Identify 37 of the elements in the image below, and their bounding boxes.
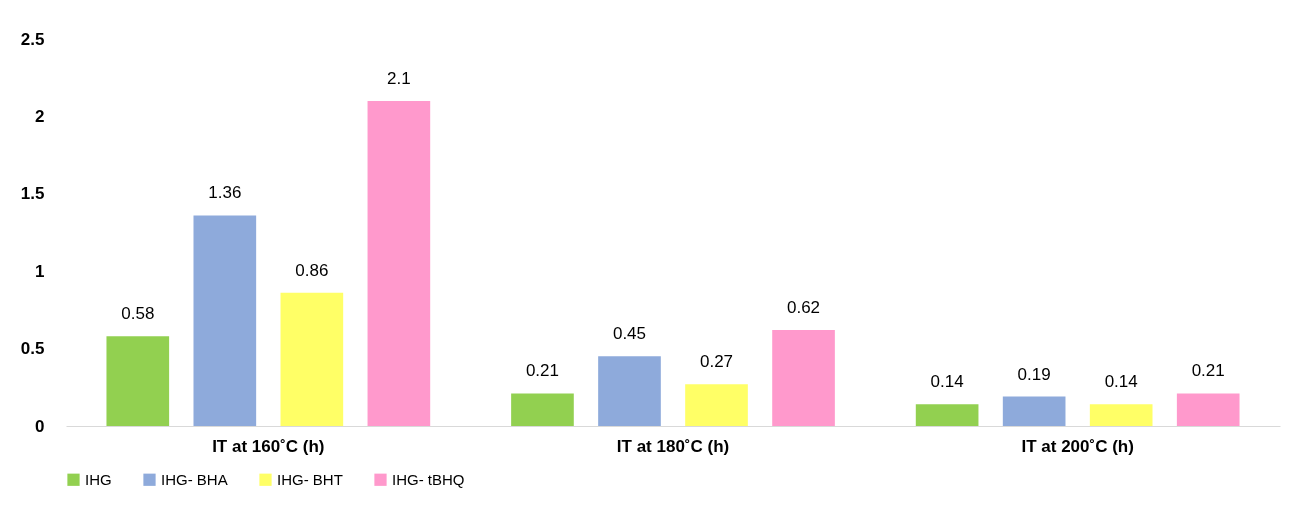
- data-label: 0.14: [930, 372, 964, 392]
- bar: [1002, 396, 1066, 426]
- bar: [772, 330, 835, 426]
- bar: [511, 393, 574, 426]
- data-label: 0.19: [1017, 364, 1051, 384]
- bar: [685, 384, 748, 426]
- y-tick-label: 1: [35, 261, 45, 281]
- data-label: 0.21: [1191, 361, 1225, 381]
- legend-label: IHG- BHT: [277, 470, 343, 488]
- data-label: 0.58: [121, 304, 155, 324]
- bar: [193, 215, 257, 426]
- y-tick-label: 0: [35, 416, 45, 436]
- legend-label: IHG- BHA: [161, 470, 228, 488]
- x-tick-label: IT at 180˚C (h): [616, 436, 730, 456]
- data-label: 1.36: [208, 183, 242, 203]
- bar: [367, 100, 431, 426]
- bar: [1176, 393, 1240, 426]
- data-label: 0.62: [786, 298, 821, 318]
- bar: [598, 356, 661, 426]
- data-label: 0.27: [699, 352, 734, 372]
- y-tick-label: 2: [35, 106, 45, 126]
- y-tick-label: 0.5: [20, 339, 45, 359]
- legend-label: IHG: [85, 470, 112, 488]
- legend-label: IHG- tBHQ: [392, 470, 465, 488]
- data-label: 0.14: [1104, 372, 1138, 392]
- x-tick-label: IT at 200˚C (h): [1021, 436, 1134, 456]
- data-label: 0.86: [295, 260, 329, 280]
- data-label: 2.1: [387, 68, 411, 88]
- x-tick-label: IT at 160˚C (h): [212, 436, 325, 456]
- bar: [1089, 404, 1153, 426]
- y-tick-label: 2.5: [20, 29, 45, 49]
- bar: [280, 292, 344, 426]
- bar: [915, 404, 979, 426]
- y-tick-label: 1.5: [20, 184, 45, 204]
- bar: [106, 336, 170, 426]
- data-label: 0.45: [612, 324, 647, 344]
- data-label: 0.21: [525, 361, 560, 381]
